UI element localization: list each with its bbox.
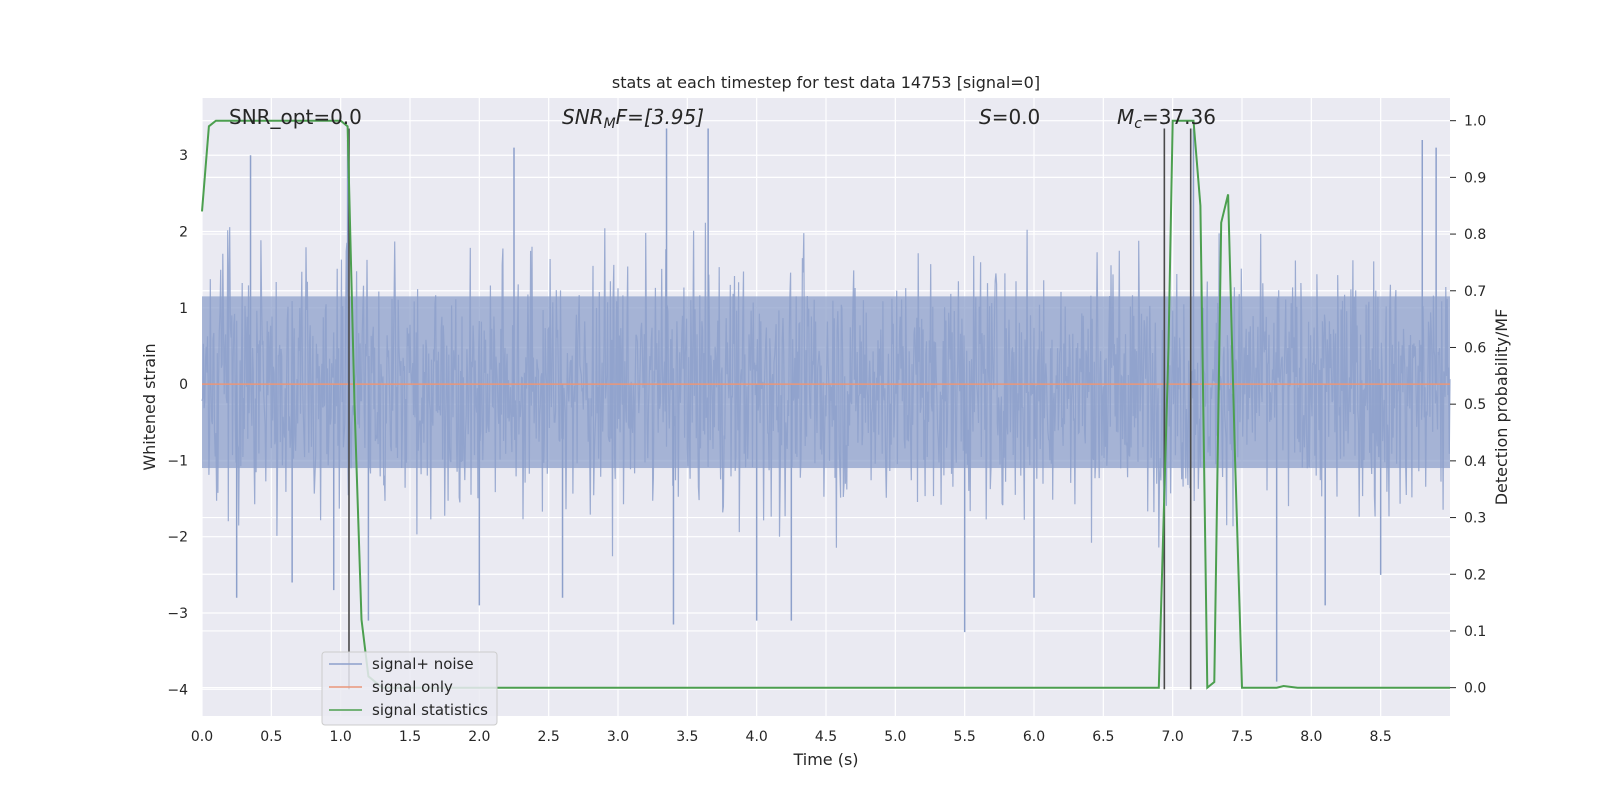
x-tick-label: 3.5 <box>676 729 698 745</box>
legend-box <box>321 651 498 726</box>
y-right-tick-label: 0.3 <box>1464 511 1486 527</box>
x-tick-label: 1.0 <box>330 729 352 745</box>
annotation-snr-mf: SNRMF=[3.95] <box>562 105 704 132</box>
x-tick-label: 7.5 <box>1231 729 1253 745</box>
y-left-axis-label: Whitened strain <box>140 343 159 470</box>
y-right-tick-label: 1.0 <box>1464 114 1486 130</box>
x-tick-label: 3.0 <box>607 729 629 745</box>
x-tick-label: 5.5 <box>954 729 976 745</box>
x-tick-label: 7.0 <box>1162 729 1184 745</box>
chart-title: stats at each timestep for test data 147… <box>612 73 1040 92</box>
legend-label-signal-statistics: signal statistics <box>372 701 488 719</box>
x-tick-label: 2.0 <box>468 729 490 745</box>
x-tick-label: 5.0 <box>884 729 906 745</box>
y-left-tick-label: −1 <box>167 453 188 469</box>
annotation-s-label: S <box>979 105 992 129</box>
x-tick-label: 2.5 <box>538 729 560 745</box>
y-left-tick-label: −3 <box>167 606 188 622</box>
noise-dense-band <box>202 296 1450 469</box>
series-signal-noise <box>201 128 1451 682</box>
annotation-s-value: =0.0 <box>992 105 1041 129</box>
annotation-mc-label: M <box>1117 105 1134 129</box>
x-tick-label: 4.0 <box>746 729 768 745</box>
series-signal-statistics <box>201 119 1450 690</box>
annotation-snr-opt: SNR_opt=0.0 <box>229 105 362 129</box>
annotation-s: S=0.0 <box>979 105 1040 129</box>
annotation-snr-mf-suffix: F=[3.95] <box>616 105 704 129</box>
x-axis-label: Time (s) <box>792 750 858 769</box>
statistics-line <box>201 119 1450 690</box>
x-tick-label: 6.0 <box>1023 729 1045 745</box>
y-right-tick-label: 0.1 <box>1464 624 1486 640</box>
annotation-snr-mf-sub: M <box>604 116 616 132</box>
y-right-tick-label: 0.0 <box>1464 681 1486 697</box>
y-right-tick-label: 0.7 <box>1464 284 1486 300</box>
legend-label-signal-noise: signal+ noise <box>372 655 474 673</box>
annotation-snr-mf-base: SNR <box>562 105 604 129</box>
y-right-axis-ticks: 1.0 0.9 0.8 0.7 0.6 0.5 0.4 0.3 0.2 0.1 0.0 <box>1450 114 1486 697</box>
y-left-tick-label: −2 <box>167 530 188 546</box>
y-left-tick-label: 1 <box>179 301 188 317</box>
x-tick-label: 0.0 <box>191 729 213 745</box>
x-tick-label: 8.0 <box>1300 729 1322 745</box>
x-tick-label: 1.5 <box>399 729 421 745</box>
y-right-tick-label: 0.5 <box>1464 397 1486 413</box>
x-tick-label: 0.5 <box>260 729 282 745</box>
y-left-tick-label: 0 <box>179 377 188 393</box>
x-axis-ticks: 0.0 0.5 1.0 1.5 2.0 2.5 3.0 3.5 4.0 4.5 5.0 5.5 6.0 6… <box>191 729 1392 745</box>
annotation-mc-value: =37.36 <box>1142 105 1216 129</box>
annotation-mc: Mc=37.36 <box>1117 105 1216 132</box>
y-right-tick-label: 0.9 <box>1464 170 1486 186</box>
y-right-tick-label: 0.8 <box>1464 227 1486 243</box>
legend-label-signal-only: signal only <box>372 678 453 696</box>
y-left-tick-label: 3 <box>179 148 188 164</box>
y-left-tick-label: 2 <box>179 225 188 241</box>
annotation-mc-sub: c <box>1134 116 1142 132</box>
legend: signal+ noise signal only signal statist… <box>321 651 498 726</box>
y-left-tick-label: −4 <box>167 682 188 698</box>
y-right-tick-label: 0.2 <box>1464 567 1486 583</box>
x-tick-label: 8.5 <box>1370 729 1392 745</box>
y-right-tick-label: 0.4 <box>1464 454 1486 470</box>
x-tick-label: 6.5 <box>1092 729 1114 745</box>
y-right-axis-label: Detection probability/MF <box>1492 309 1511 506</box>
y-right-tick-label: 0.6 <box>1464 340 1486 356</box>
x-tick-label: 4.5 <box>815 729 837 745</box>
y-left-axis-ticks: 3 2 1 0 −1 −2 −3 −4 <box>167 148 188 698</box>
